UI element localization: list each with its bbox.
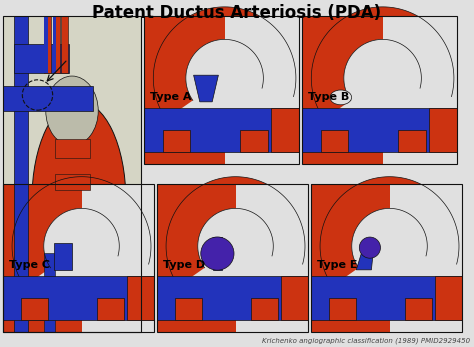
Wedge shape (177, 246, 305, 318)
Wedge shape (331, 246, 458, 318)
Bar (45, 253, 55, 332)
Wedge shape (322, 78, 454, 151)
Circle shape (153, 7, 296, 150)
Bar (3, 184, 154, 332)
Bar (157, 184, 308, 332)
Circle shape (44, 209, 119, 284)
Bar (281, 276, 308, 320)
Bar (435, 276, 462, 320)
Bar (157, 276, 308, 320)
Bar (163, 130, 191, 152)
Bar (157, 184, 308, 332)
Bar (55, 174, 90, 190)
Ellipse shape (32, 101, 126, 297)
Circle shape (186, 40, 264, 117)
Text: Type E: Type E (317, 260, 357, 270)
Bar (45, 16, 48, 73)
Bar (236, 184, 309, 332)
Bar (144, 16, 299, 164)
Bar (251, 298, 278, 320)
Bar (302, 16, 457, 164)
Bar (45, 16, 51, 73)
Text: Patent Ductus Arteriosis (PDA): Patent Ductus Arteriosis (PDA) (92, 4, 382, 22)
Bar (383, 16, 458, 164)
Circle shape (186, 40, 264, 117)
Circle shape (44, 209, 119, 284)
Circle shape (320, 177, 459, 316)
Polygon shape (193, 75, 219, 102)
Text: Krichenko angiographic classification (1989) PMID2929450: Krichenko angiographic classification (1… (262, 337, 470, 344)
Bar (144, 108, 299, 152)
Bar (3, 184, 154, 332)
Circle shape (344, 40, 421, 117)
Wedge shape (23, 246, 151, 318)
Text: Type B: Type B (308, 92, 349, 102)
Bar (302, 16, 457, 164)
Polygon shape (55, 243, 73, 270)
Bar (398, 130, 426, 152)
Circle shape (12, 177, 151, 316)
Ellipse shape (46, 76, 98, 145)
Bar (405, 298, 432, 320)
Circle shape (198, 209, 273, 284)
Bar (175, 298, 202, 320)
Bar (53, 16, 56, 73)
Bar (21, 298, 48, 320)
Circle shape (311, 7, 454, 150)
Bar (302, 108, 457, 152)
Bar (3, 276, 154, 320)
Bar (311, 184, 462, 332)
Bar (53, 16, 60, 73)
Text: Type C: Type C (9, 260, 50, 270)
Bar (61, 16, 68, 73)
Bar (320, 130, 348, 152)
Circle shape (359, 237, 381, 258)
Bar (390, 184, 463, 332)
Circle shape (352, 209, 427, 284)
Bar (240, 130, 268, 152)
Bar (3, 16, 141, 332)
Wedge shape (164, 78, 295, 151)
Polygon shape (356, 240, 374, 270)
Text: Type D: Type D (163, 260, 205, 270)
Circle shape (166, 177, 305, 316)
Bar (225, 16, 300, 164)
Bar (429, 108, 457, 152)
Bar (144, 16, 299, 164)
Circle shape (344, 40, 421, 117)
Bar (127, 276, 154, 320)
Text: Type A: Type A (150, 92, 191, 102)
Bar (82, 184, 155, 332)
Bar (97, 298, 124, 320)
Circle shape (201, 237, 234, 270)
Bar (3, 85, 93, 111)
Circle shape (352, 209, 427, 284)
Circle shape (198, 209, 273, 284)
Bar (311, 276, 462, 320)
Bar (3, 16, 141, 332)
Bar (14, 16, 28, 332)
Polygon shape (213, 237, 222, 270)
Bar (329, 298, 356, 320)
Ellipse shape (330, 90, 352, 105)
Bar (311, 184, 462, 332)
Bar (55, 139, 90, 158)
Bar (271, 108, 299, 152)
Bar (14, 44, 69, 73)
